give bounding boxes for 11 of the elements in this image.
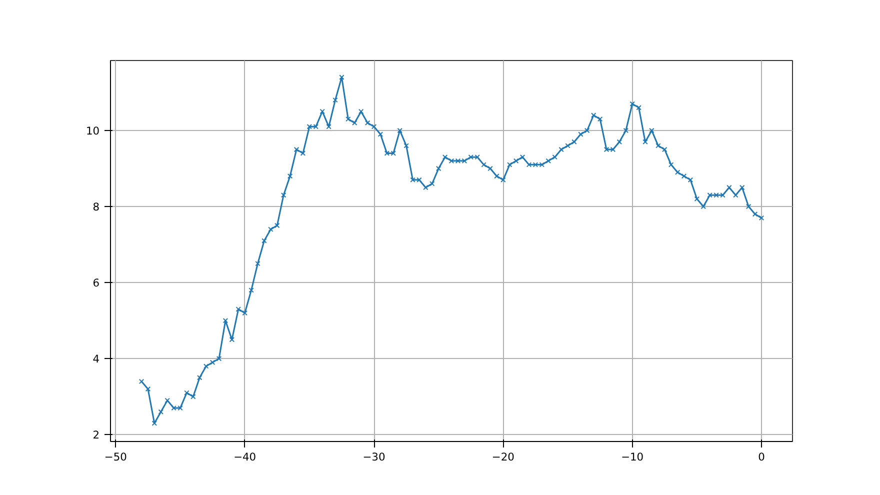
y-tick-label: 6 <box>92 276 100 290</box>
y-tick-label: 8 <box>92 200 100 214</box>
x-tick-label: −10 <box>621 450 644 464</box>
x-tick-label: −20 <box>492 450 515 464</box>
y-tick-label: 4 <box>92 352 100 366</box>
y-tick-label: 2 <box>92 428 100 442</box>
x-tick-label: −40 <box>234 450 256 464</box>
y-tick-label: 10 <box>86 124 100 138</box>
x-tick-label: −50 <box>104 450 128 464</box>
x-tick-label: 0 <box>758 450 766 464</box>
x-tick-label: −30 <box>362 450 386 464</box>
